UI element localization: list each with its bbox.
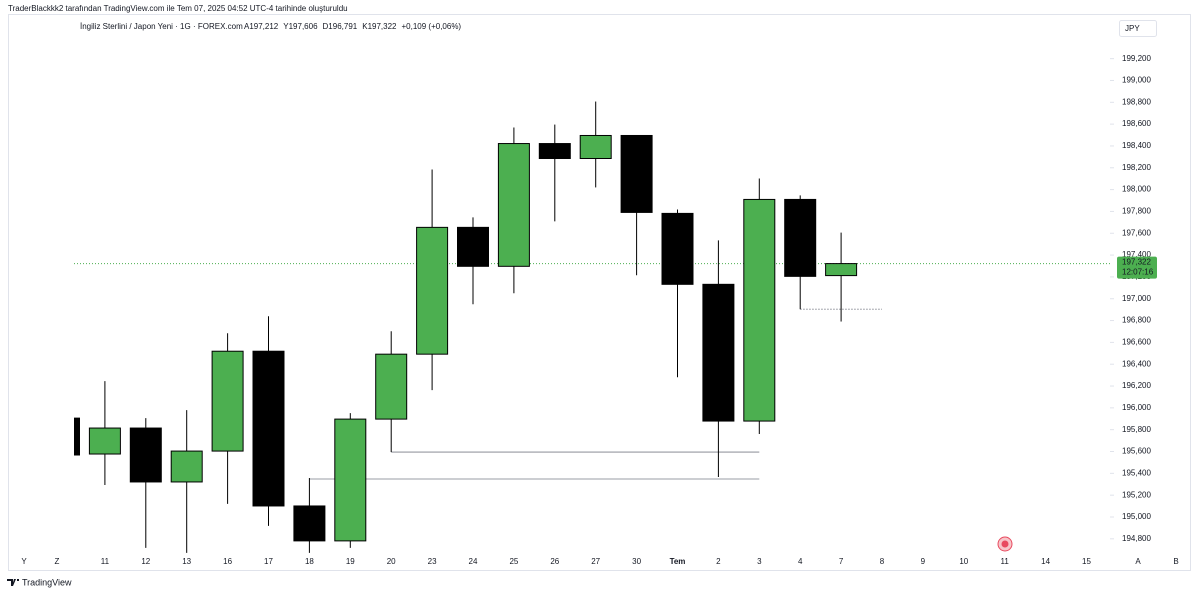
x-tick-label: 10 bbox=[959, 557, 968, 566]
x-tick-label: 20 bbox=[387, 557, 396, 566]
x-tick-label: 2 bbox=[716, 557, 721, 566]
y-tick-label: 195,800 bbox=[1122, 425, 1151, 434]
x-tick-label: 24 bbox=[469, 557, 478, 566]
x-tick-label: 25 bbox=[509, 557, 518, 566]
candle-body bbox=[252, 350, 285, 507]
brand-name: TradingView bbox=[22, 577, 72, 587]
y-tick-label: 196,000 bbox=[1122, 403, 1151, 412]
alert-icon[interactable] bbox=[997, 536, 1013, 552]
candle-body bbox=[702, 283, 735, 422]
brand-logo bbox=[7, 579, 19, 586]
candle-body bbox=[825, 263, 858, 277]
candle-body bbox=[497, 143, 530, 267]
y-tick-label: 199,000 bbox=[1122, 76, 1151, 85]
nav-button: A bbox=[1135, 557, 1141, 566]
y-tick-label: 197,400 bbox=[1122, 250, 1151, 259]
y-tick-label: 197,600 bbox=[1122, 228, 1151, 237]
candle-body bbox=[129, 427, 162, 483]
x-tick-label: 3 bbox=[757, 557, 762, 566]
x-tick-label: 8 bbox=[880, 557, 885, 566]
ohlc-label: A197,212 bbox=[244, 22, 279, 31]
y-tick-label: 198,800 bbox=[1122, 97, 1151, 106]
y-tick-label: 197,800 bbox=[1122, 207, 1151, 216]
x-tick-label: 27 bbox=[591, 557, 600, 566]
y-tick-label: 197,000 bbox=[1122, 294, 1151, 303]
price-tag-countdown: 12:07:16 bbox=[1122, 268, 1154, 277]
brand: TradingView bbox=[7, 577, 72, 587]
y-tick-label: 196,200 bbox=[1122, 381, 1151, 390]
ohlc-label: K197,322 bbox=[362, 22, 397, 31]
symbol: İngiliz Sterlini / Japon Yeni · 1G · FOR… bbox=[80, 22, 243, 31]
ohlc-label: Y197,606 bbox=[283, 22, 318, 31]
candle-body bbox=[743, 198, 776, 422]
candle-body bbox=[457, 226, 489, 267]
y-tick-label: 195,000 bbox=[1122, 512, 1151, 521]
candle-body bbox=[293, 505, 326, 542]
candle-body bbox=[620, 134, 653, 213]
currency: JPY bbox=[1125, 24, 1140, 33]
x-tick-label: 7 bbox=[839, 557, 844, 566]
x-tick-label: 17 bbox=[264, 557, 273, 566]
candle-body bbox=[334, 418, 367, 542]
x-tick-label: 11 bbox=[1001, 557, 1010, 566]
nav-button: Y bbox=[21, 557, 27, 566]
credit: TraderBlackkk2 tarafından TradingView.co… bbox=[8, 4, 348, 13]
x-tick-label: 19 bbox=[346, 557, 355, 566]
candle-body bbox=[538, 143, 571, 160]
x-tick-label: 11 bbox=[101, 557, 110, 566]
x-tick-label: Tem bbox=[670, 557, 686, 566]
y-tick-label: 194,800 bbox=[1122, 534, 1151, 543]
x-tick-label: 30 bbox=[632, 557, 641, 566]
y-tick-label: 195,600 bbox=[1122, 447, 1151, 456]
x-tick-label: 9 bbox=[921, 557, 926, 566]
x-tick-label: 12 bbox=[141, 557, 150, 566]
candle-body bbox=[170, 450, 203, 483]
y-tick-label: 198,400 bbox=[1122, 141, 1151, 150]
x-tick-label: 26 bbox=[550, 557, 559, 566]
y-tick-label: 199,200 bbox=[1122, 54, 1151, 63]
nav-button: B bbox=[1173, 557, 1178, 566]
y-tick-label: 196,400 bbox=[1122, 359, 1151, 368]
candle-body bbox=[661, 212, 694, 285]
price-tag-label: 197,322 bbox=[1122, 258, 1151, 267]
x-tick-label: 4 bbox=[798, 557, 803, 566]
frame bbox=[8, 14, 1191, 571]
ohlc-label: D196,791 bbox=[323, 22, 358, 31]
candle-body bbox=[375, 353, 408, 420]
y-tick-label: 198,000 bbox=[1122, 185, 1151, 194]
candle-body bbox=[211, 350, 244, 452]
currency-box[interactable] bbox=[1119, 20, 1157, 37]
y-tick-label: 195,200 bbox=[1122, 490, 1151, 499]
x-tick-label: 23 bbox=[428, 557, 437, 566]
y-tick-label: 195,400 bbox=[1122, 468, 1151, 477]
candle-body bbox=[88, 427, 121, 455]
candle-body bbox=[579, 134, 612, 160]
plot bbox=[74, 101, 1110, 553]
y-tick-label: 198,600 bbox=[1122, 119, 1151, 128]
y-tick-label: 198,200 bbox=[1122, 163, 1151, 172]
y-tick-label: 196,600 bbox=[1122, 337, 1151, 346]
candle-body bbox=[74, 417, 80, 456]
x-tick-label: 15 bbox=[1082, 557, 1091, 566]
ohlc-label: +0,109 (+0,06%) bbox=[402, 22, 462, 31]
y-tick-label: 196,800 bbox=[1122, 316, 1151, 325]
price-tag bbox=[1117, 256, 1157, 279]
x-tick-label: 16 bbox=[223, 557, 232, 566]
x-tick-label: 14 bbox=[1041, 557, 1050, 566]
nav-button: Z bbox=[55, 557, 60, 566]
x-tick-label: 18 bbox=[305, 557, 314, 566]
x-tick-label: 13 bbox=[182, 557, 191, 566]
candle-body bbox=[416, 226, 449, 355]
candle-body bbox=[784, 198, 817, 277]
